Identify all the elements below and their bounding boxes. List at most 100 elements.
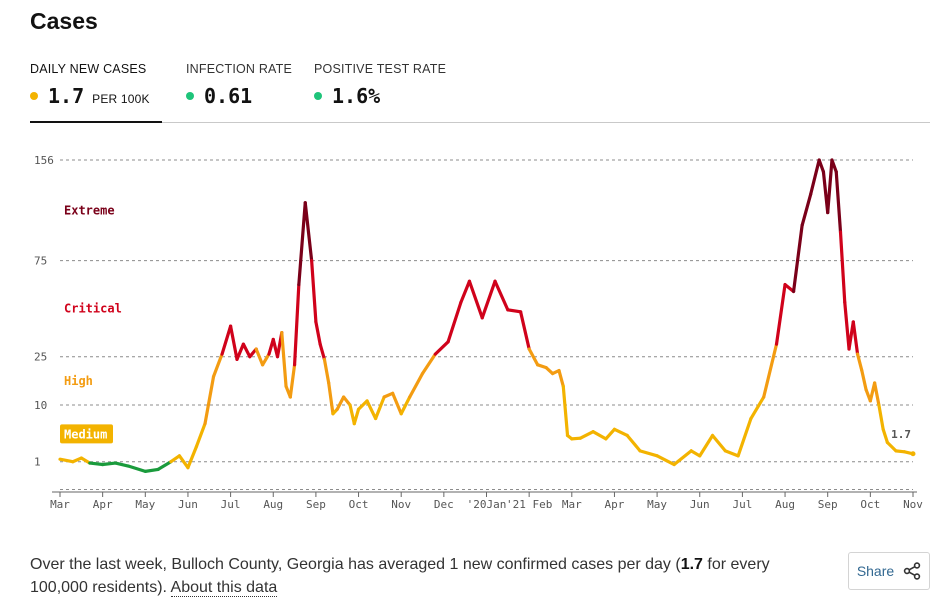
series-line-segment [143, 467, 160, 473]
series-line-segment [433, 340, 450, 356]
series-line-segment [292, 282, 301, 367]
series-line-segment [235, 342, 245, 361]
series-line-segment [391, 391, 403, 416]
series-line-segment [58, 457, 75, 464]
series-line-segment [374, 395, 386, 421]
x-tick-label: '20Jan [467, 498, 507, 511]
series-line-segment [194, 422, 207, 449]
series-line-segment [591, 430, 608, 441]
x-tick-label: Nov [391, 498, 411, 511]
y-tick-label: 75 [34, 255, 47, 268]
series-line-segment [561, 384, 570, 438]
tab-unit: PER 100K [92, 92, 150, 106]
series-line-segment [604, 427, 617, 441]
x-tick-label: Apr [605, 498, 625, 511]
x-tick-label: Jun [178, 498, 198, 511]
tab-value-row: 1.7 PER 100K [30, 84, 150, 108]
tab-value-row: 0.61 [186, 84, 252, 108]
tab-value: 0.61 [204, 84, 253, 108]
series-line-segment [809, 158, 821, 196]
series-line-segment [352, 407, 361, 426]
zone-label: High [64, 374, 93, 388]
series-line-segment [467, 279, 484, 320]
tab-daily-new-cases[interactable]: DAILY NEW CASES 1.7 PER 100K [30, 60, 162, 123]
zone-label: Medium [64, 427, 107, 441]
series-line-segment [689, 449, 702, 458]
x-tick-label: Nov [903, 498, 923, 511]
series-line-segment [851, 320, 860, 356]
series-line-segment [241, 342, 252, 359]
x-tick-label: Sep [818, 498, 838, 511]
series-line-segment [169, 454, 182, 464]
series-line-segment [446, 300, 463, 344]
x-tick-label: Apr [93, 498, 113, 511]
series-line-segment [211, 352, 224, 379]
series-line-segment [749, 395, 766, 421]
x-tick-label: '21 Feb [506, 498, 552, 511]
series-line-segment [655, 454, 676, 467]
summary-text: Over the last week, Bulloch County, Geor… [30, 553, 810, 599]
status-dot-icon [314, 92, 322, 100]
series-line-segment [791, 223, 804, 294]
share-icon [903, 562, 921, 580]
series-line-segment [297, 201, 307, 287]
y-tick-label: 1 [34, 456, 41, 469]
about-data-link[interactable]: About this data [170, 579, 278, 597]
summary-after: for every 100,000 residents). [30, 556, 770, 596]
x-tick-label: Jul [732, 498, 752, 511]
series-line-segment [877, 403, 885, 431]
zone-label: Extreme [64, 203, 115, 217]
series-line-segment [612, 427, 629, 438]
x-tick-label: Sep [306, 498, 326, 511]
x-tick-label: May [135, 498, 155, 511]
share-button[interactable]: Share [848, 552, 930, 590]
series-line-segment [506, 308, 523, 314]
x-tick-label: Dec [434, 498, 454, 511]
series-line-segment [280, 331, 288, 388]
latest-point [910, 451, 916, 457]
tab-value: 1.7 [48, 84, 85, 108]
series-line-segment [834, 170, 843, 234]
series-line-segment [156, 460, 173, 472]
tab-infection-rate[interactable]: INFECTION RATE 0.61 [186, 60, 294, 122]
series-line-segment [698, 433, 715, 458]
series-line-segment [800, 192, 813, 227]
series-line-segment [260, 352, 271, 367]
zone-label: Critical [64, 302, 122, 316]
x-tick-label: Oct [349, 498, 369, 511]
series-line-segment [736, 416, 753, 458]
tab-label: DAILY NEW CASES [30, 62, 147, 76]
share-label: Share [856, 563, 895, 579]
series-line-segment [314, 320, 322, 346]
tab-positive-test-rate[interactable]: POSITIVE TEST RATE 1.6% [314, 60, 446, 122]
series-line-segment [672, 449, 693, 467]
series-line-segment [855, 352, 864, 373]
series-line-segment [88, 461, 105, 467]
series-line-segment [220, 324, 233, 356]
tab-label: INFECTION RATE [186, 62, 293, 76]
series-line-segment [408, 371, 425, 399]
series-line-segment [254, 347, 265, 367]
tab-value-row: 1.6% [314, 84, 380, 108]
series-line-segment [625, 433, 642, 453]
series-line-segment [318, 342, 327, 361]
zone-label-bg [60, 424, 113, 444]
y-tick-label: 10 [34, 399, 47, 412]
series-line-segment [638, 449, 659, 458]
series-line-segment [873, 381, 881, 407]
series-line-segment [186, 444, 199, 470]
series-line-segment [126, 464, 147, 473]
x-tick-label: Jun [690, 498, 710, 511]
series-line-segment [762, 342, 779, 399]
series-line-segment [885, 440, 898, 453]
summary-bold-value: 1.7 [680, 556, 703, 573]
series-line-segment [310, 258, 318, 324]
series-line-segment [527, 347, 540, 367]
x-tick-label: Aug [775, 498, 795, 511]
x-tick-label: Aug [263, 498, 283, 511]
series-line-segment [774, 282, 787, 346]
metric-tabs: DAILY NEW CASES 1.7 PER 100K INFECTION R… [30, 60, 930, 123]
series-line-segment [838, 230, 847, 304]
series-line-segment [113, 461, 130, 468]
series-line-segment [519, 310, 531, 351]
